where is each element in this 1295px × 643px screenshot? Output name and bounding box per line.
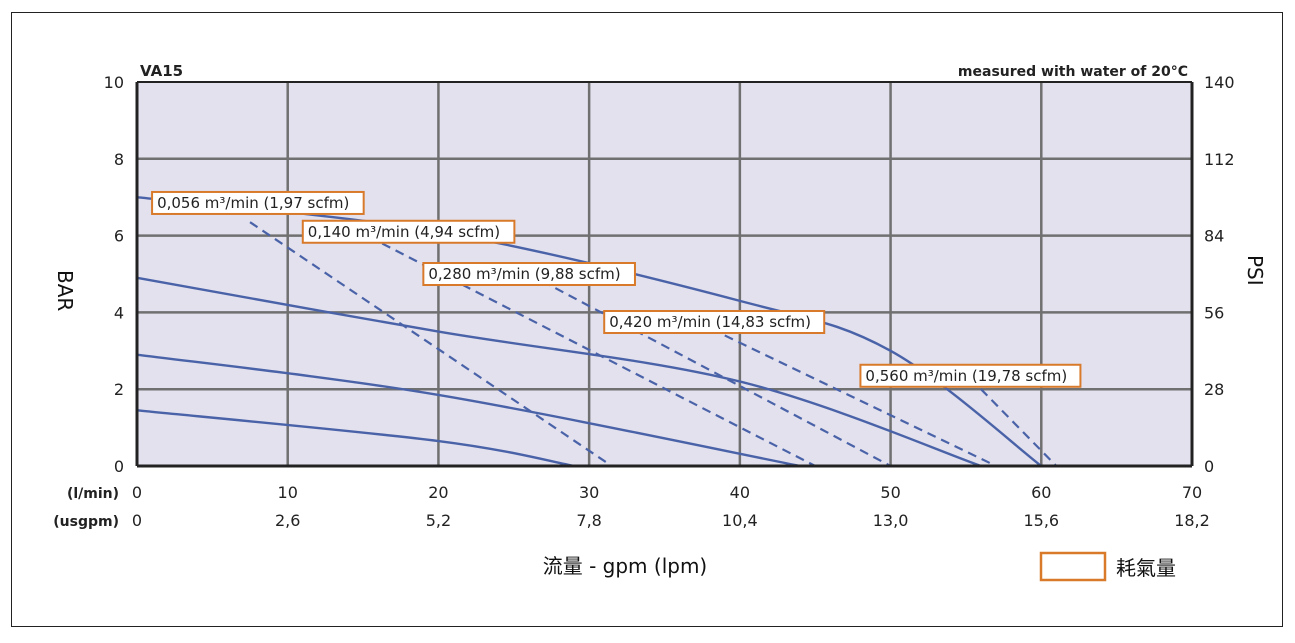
x-tick-secondary: 13,0 — [873, 511, 909, 530]
x-tick-secondary: 7,8 — [576, 511, 601, 530]
x-tick-primary: 0 — [132, 483, 142, 502]
air-consumption-label: 0,056 m³/min (1,97 scfm) — [157, 194, 349, 212]
x-tick-secondary: 10,4 — [722, 511, 758, 530]
x-tick-primary: 20 — [428, 483, 448, 502]
axes: 00102,6205,2307,84010,45013,06015,67018,… — [104, 73, 1235, 530]
curves — [136, 196, 1058, 468]
y-tick-left: 4 — [114, 303, 124, 322]
y-axis-right-label: PSI — [1243, 255, 1267, 286]
measurement-note: measured with water of 20°C — [958, 64, 1188, 80]
air-consumption-label: 0,420 m³/min (14,83 scfm) — [609, 313, 811, 331]
y-tick-left: 10 — [104, 73, 124, 92]
x-unit-secondary: (usgpm) — [53, 514, 119, 530]
air-consumption-label-box — [603, 310, 826, 334]
x-tick-secondary: 0 — [132, 511, 142, 530]
labels: 0,056 m³/min (1,97 scfm) 0,140 m³/min (4,… — [151, 190, 1082, 388]
x-unit-primary: (l/min) — [67, 486, 119, 502]
x-axis-label: 流量 - gpm (lpm) — [543, 554, 708, 578]
y-tick-right: 56 — [1204, 303, 1224, 322]
x-tick-primary: 50 — [880, 483, 900, 502]
y-tick-right: 84 — [1204, 227, 1224, 246]
pressure-curve — [136, 353, 801, 468]
y-tick-right: 140 — [1204, 73, 1235, 92]
x-tick-primary: 40 — [730, 483, 750, 502]
air-consumption-label-box — [151, 190, 365, 215]
x-tick-secondary: 2,6 — [275, 511, 300, 530]
air-consumption-curve — [249, 221, 613, 467]
air-consumption-label-box — [859, 363, 1082, 388]
air-consumption-label-box — [422, 262, 636, 286]
y-tick-right: 28 — [1204, 380, 1224, 399]
air-consumption-label-box — [301, 219, 516, 244]
y-tick-left: 8 — [114, 150, 124, 169]
air-consumption-label: 0,280 m³/min (9,88 scfm) — [428, 265, 620, 283]
y-tick-left: 0 — [114, 457, 124, 476]
y-tick-left: 2 — [114, 380, 124, 399]
air-consumption-curve — [980, 388, 1058, 467]
air-consumption-curve — [355, 228, 816, 467]
pressure-curve — [136, 276, 982, 468]
y-axis-left-label: BAR — [53, 270, 77, 311]
air-consumption-curve — [528, 273, 892, 467]
legend-swatch — [1039, 551, 1107, 582]
air-consumption-curve — [724, 334, 997, 467]
x-tick-primary: 10 — [278, 483, 298, 502]
y-tick-left: 6 — [114, 227, 124, 246]
air-consumption-label: 0,140 m³/min (4,94 scfm) — [308, 223, 500, 241]
x-tick-secondary: 15,6 — [1023, 511, 1059, 530]
chart-title: VA15 — [140, 62, 183, 80]
chart-frame — [11, 12, 1283, 627]
air-consumption-label: 0,560 m³/min (19,78 scfm) — [865, 367, 1067, 385]
x-tick-primary: 60 — [1031, 483, 1051, 502]
legend-label: 耗氣量 — [1116, 556, 1176, 580]
plot-area — [137, 82, 1192, 466]
y-tick-right: 0 — [1204, 457, 1214, 476]
x-tick-primary: 30 — [579, 483, 599, 502]
pressure-curve — [136, 409, 575, 468]
x-tick-secondary: 5,2 — [426, 511, 451, 530]
x-tick-secondary: 18,2 — [1174, 511, 1210, 530]
x-tick-primary: 70 — [1182, 483, 1202, 502]
y-tick-right: 112 — [1204, 150, 1235, 169]
plot-background — [137, 82, 1192, 466]
